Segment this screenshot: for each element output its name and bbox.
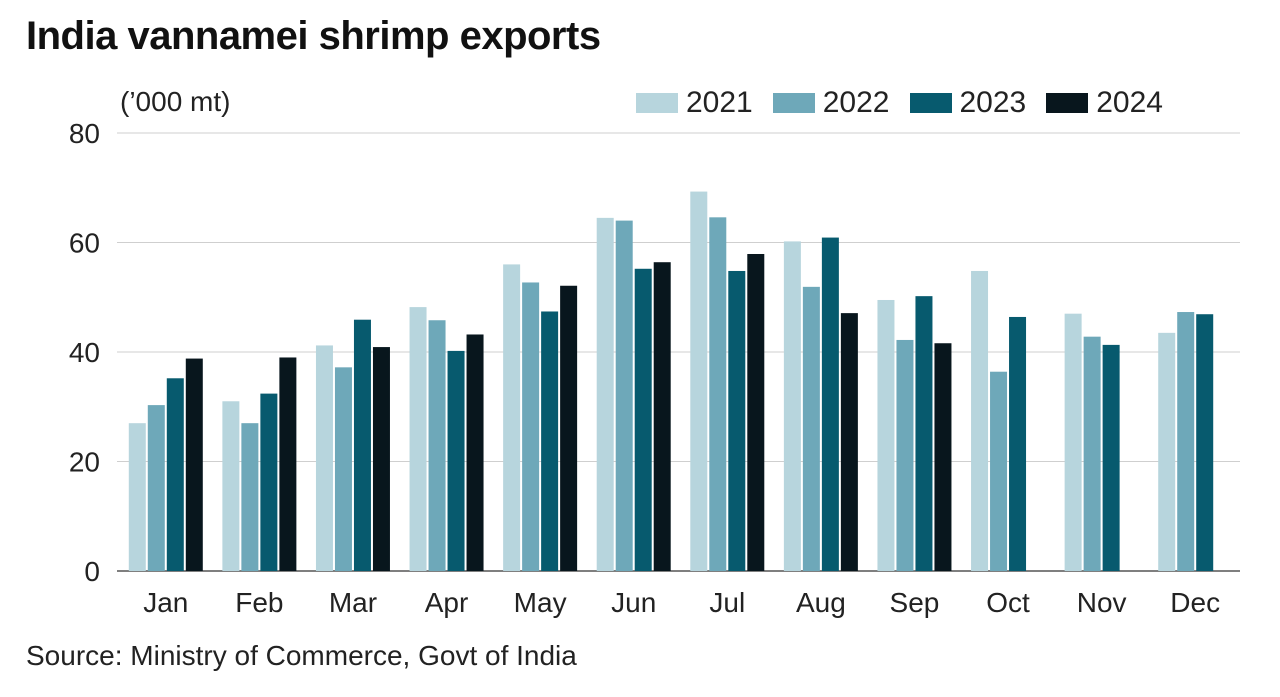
bar-dec-2021 bbox=[1158, 332, 1176, 571]
bar-mar-2021 bbox=[315, 345, 333, 571]
bar-oct-2022 bbox=[990, 371, 1008, 571]
bar-may-2023 bbox=[541, 311, 559, 571]
x-tick-label-jun: Jun bbox=[611, 587, 656, 618]
bar-jan-2022 bbox=[147, 405, 165, 571]
legend-swatch-2023 bbox=[909, 93, 952, 113]
bar-jan-2021 bbox=[128, 423, 146, 571]
bar-jul-2021 bbox=[690, 191, 708, 571]
bar-jun-2021 bbox=[596, 217, 614, 572]
bar-mar-2022 bbox=[334, 367, 352, 571]
bar-apr-2023 bbox=[447, 350, 465, 571]
x-tick-label-nov: Nov bbox=[1077, 587, 1127, 618]
bar-may-2024 bbox=[560, 285, 578, 571]
legend-swatch-2022 bbox=[772, 93, 815, 113]
x-tick-label-dec: Dec bbox=[1170, 587, 1220, 618]
bar-mar-2024 bbox=[372, 347, 390, 571]
legend-item-2022: 2022 bbox=[772, 86, 890, 120]
legend-swatch-2021 bbox=[636, 93, 678, 113]
bar-oct-2021 bbox=[971, 270, 989, 571]
bar-jul-2024 bbox=[747, 253, 765, 571]
x-tick-label-mar: Mar bbox=[329, 587, 377, 618]
legend: 2021 2022 2023 2024 bbox=[636, 86, 1163, 120]
bar-nov-2021 bbox=[1064, 313, 1082, 571]
y-tick-label-60: 60 bbox=[69, 228, 100, 259]
legend-label-2022: 2022 bbox=[822, 86, 890, 119]
bar-aug-2023 bbox=[821, 237, 839, 571]
legend-item-2021: 2021 bbox=[636, 86, 753, 120]
bar-jun-2024 bbox=[653, 262, 671, 571]
x-tick-label-apr: Apr bbox=[425, 587, 469, 618]
bar-nov-2023 bbox=[1102, 344, 1120, 571]
bar-may-2022 bbox=[522, 282, 540, 571]
y-tick-label-80: 80 bbox=[69, 118, 100, 149]
bar-jun-2022 bbox=[615, 220, 633, 571]
bar-oct-2023 bbox=[1009, 316, 1027, 571]
x-tick-label-sep: Sep bbox=[890, 587, 940, 618]
x-tick-label-jul: Jul bbox=[709, 587, 745, 618]
bar-apr-2022 bbox=[428, 320, 446, 571]
bar-may-2021 bbox=[503, 264, 521, 571]
x-tick-label-may: May bbox=[514, 587, 567, 618]
bar-mar-2023 bbox=[353, 319, 371, 571]
bar-apr-2021 bbox=[409, 307, 427, 571]
bar-apr-2024 bbox=[466, 334, 484, 571]
x-tick-label-oct: Oct bbox=[986, 587, 1030, 618]
bar-jan-2023 bbox=[166, 378, 184, 571]
bar-sep-2022 bbox=[896, 339, 914, 571]
bar-dec-2023 bbox=[1196, 314, 1214, 571]
legend-item-2024: 2024 bbox=[1046, 86, 1163, 120]
legend-swatch-2024 bbox=[1046, 93, 1089, 113]
bar-dec-2022 bbox=[1177, 312, 1195, 571]
bar-feb-2023 bbox=[260, 393, 278, 571]
bar-nov-2022 bbox=[1083, 336, 1101, 571]
legend-label-2021: 2021 bbox=[686, 86, 753, 119]
bar-jun-2023 bbox=[634, 268, 652, 571]
y-tick-label-0: 0 bbox=[84, 556, 100, 587]
bar-sep-2023 bbox=[915, 296, 933, 571]
y-axis-unit-label: (’000 mt) bbox=[120, 86, 231, 117]
bar-jul-2023 bbox=[728, 270, 746, 571]
x-tick-label-feb: Feb bbox=[235, 587, 283, 618]
legend-item-2023: 2023 bbox=[909, 86, 1027, 120]
chart-title: India vannamei shrimp exports bbox=[26, 14, 601, 58]
bar-aug-2022 bbox=[802, 286, 820, 571]
bar-jan-2024 bbox=[185, 358, 203, 571]
source-note: Source: Ministry of Commerce, Govt of In… bbox=[26, 640, 577, 671]
legend-label-2023: 2023 bbox=[959, 86, 1027, 119]
bar-feb-2024 bbox=[279, 357, 297, 571]
legend-label-2024: 2024 bbox=[1096, 86, 1163, 119]
bar-aug-2021 bbox=[783, 241, 801, 571]
x-tick-label-jan: Jan bbox=[143, 587, 188, 618]
bar-sep-2021 bbox=[877, 299, 895, 571]
y-tick-label-40: 40 bbox=[69, 337, 100, 368]
bar-feb-2022 bbox=[241, 423, 259, 571]
bar-feb-2021 bbox=[222, 401, 240, 571]
y-tick-label-20: 20 bbox=[69, 447, 100, 478]
bar-aug-2024 bbox=[840, 313, 858, 571]
bar-jul-2022 bbox=[709, 217, 727, 571]
x-tick-label-aug: Aug bbox=[796, 587, 846, 618]
bar-sep-2024 bbox=[934, 343, 952, 571]
